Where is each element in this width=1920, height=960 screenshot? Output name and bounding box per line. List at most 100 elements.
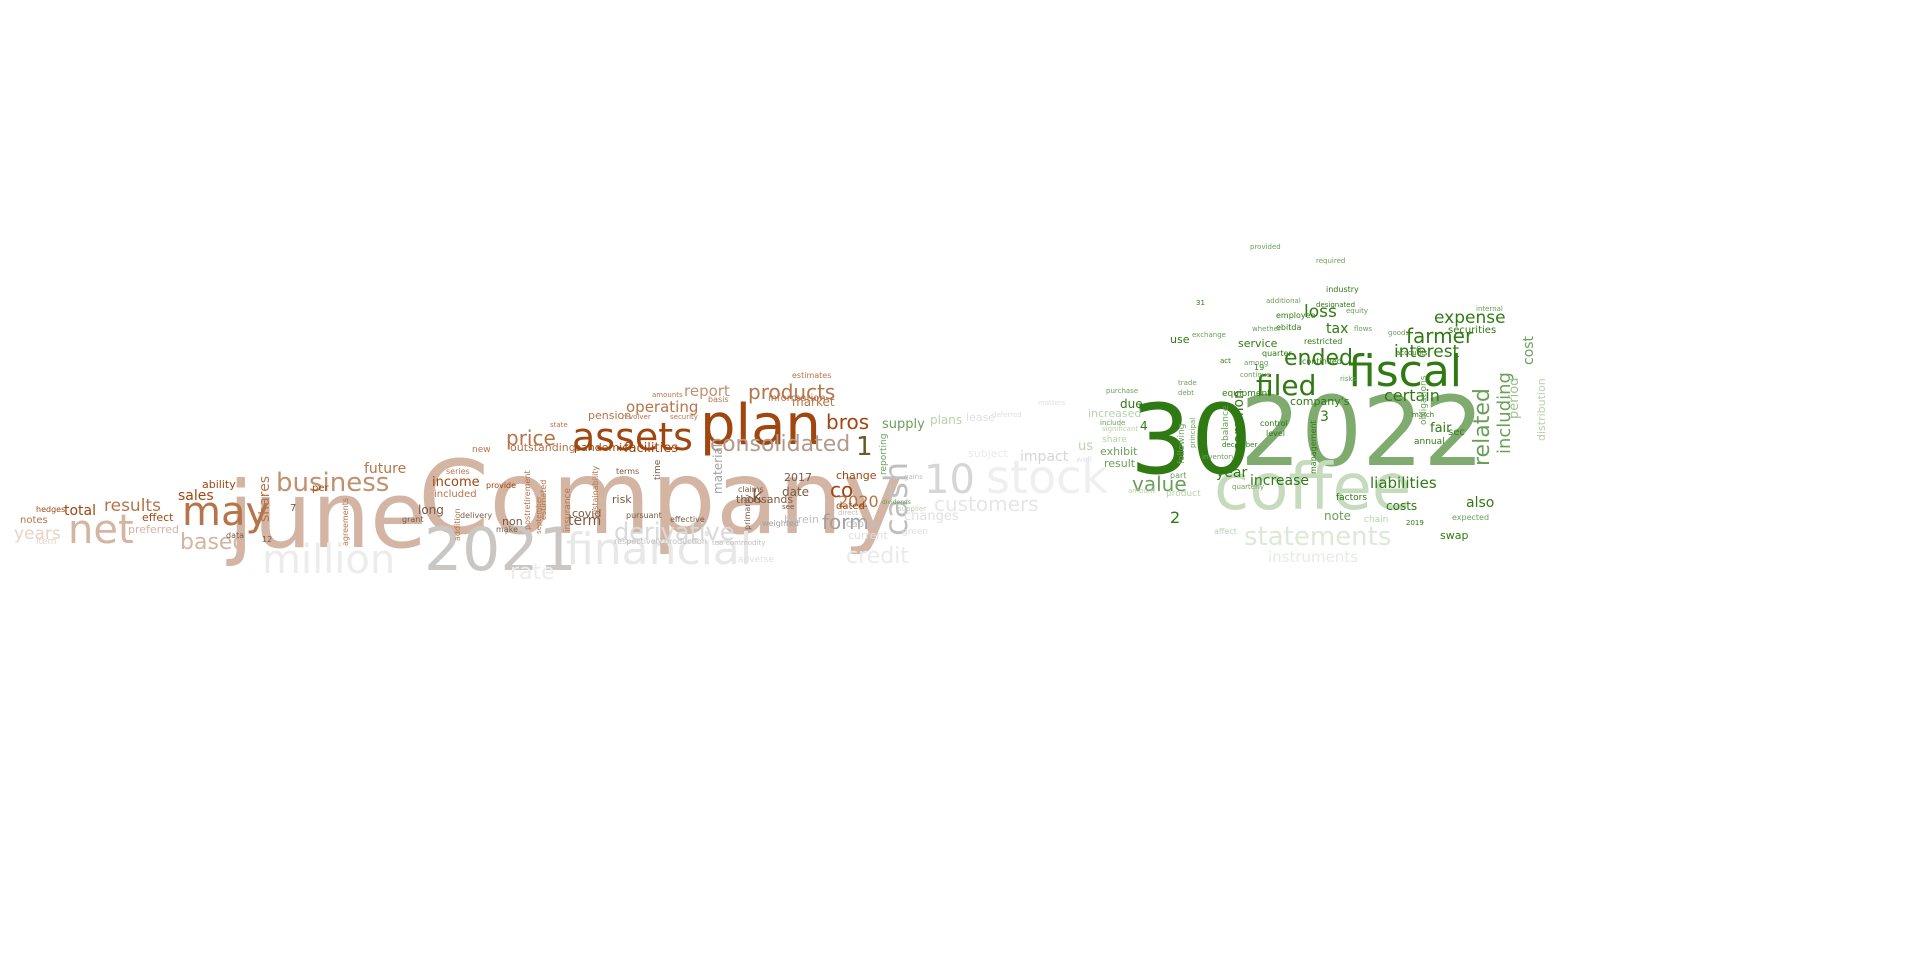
word-security: security xyxy=(670,413,698,421)
word-production: production xyxy=(664,537,707,546)
word-2: 2 xyxy=(1170,508,1181,527)
word-respectively: respectively xyxy=(614,537,663,546)
word-date: date xyxy=(782,485,810,499)
word-hedges: hedges xyxy=(36,505,66,514)
word-new: new xyxy=(472,445,491,455)
word-co: co xyxy=(830,478,854,502)
word-2022: 2022 xyxy=(1240,376,1485,488)
word-delivery: delivery xyxy=(460,511,493,520)
word-sustainability: sustainability xyxy=(591,465,600,519)
word-based: based xyxy=(180,530,247,555)
word-per: per xyxy=(312,483,329,494)
word-expense: expense xyxy=(1434,308,1506,328)
word-costs: costs xyxy=(1386,499,1418,513)
word-purchase: purchase xyxy=(1106,387,1139,395)
word-10: 10 xyxy=(924,457,975,503)
word-terms: terms xyxy=(616,467,640,476)
word-7: 7 xyxy=(290,503,297,514)
word-us: us xyxy=(1078,439,1094,454)
word-basis: basis xyxy=(708,395,729,404)
word-balance: balance xyxy=(1221,405,1231,441)
word-agreements: agreements xyxy=(341,497,350,546)
word-shares: shares xyxy=(257,475,273,522)
word-term: term xyxy=(568,513,602,529)
word-use: use xyxy=(1170,333,1190,346)
word-annual: annual xyxy=(1414,437,1445,447)
word-whether: whether xyxy=(1252,325,1281,333)
word-loss: loss xyxy=(1304,302,1337,322)
word-affect: affect xyxy=(1214,527,1237,536)
word-principal: principal xyxy=(1189,417,1197,448)
word-impact: impact xyxy=(1020,449,1069,465)
word-period: period xyxy=(1507,377,1522,419)
word-securities: securities xyxy=(1448,325,1497,336)
word-preferred: preferred xyxy=(128,523,180,536)
word-company: Company xyxy=(418,439,904,558)
word-dividends: dividends xyxy=(882,499,911,506)
word-farmer: farmer xyxy=(1406,324,1474,348)
word-exchange: exchange xyxy=(1192,331,1226,339)
word-notes: notes xyxy=(20,515,48,526)
word-net: net xyxy=(68,507,134,553)
word-risks: risks xyxy=(1340,375,1357,383)
word-pandemic: pandemic xyxy=(574,441,629,454)
word-debt: debt xyxy=(1178,389,1194,397)
word-primarily: primarily xyxy=(743,494,752,530)
word-income: income xyxy=(432,475,480,490)
word-among: among xyxy=(1244,359,1269,367)
word-derivative: derivative xyxy=(614,518,735,546)
word-12: 12 xyxy=(262,535,273,544)
word-supply: supply xyxy=(882,417,925,432)
word-provide: provide xyxy=(486,481,517,490)
word-equity: equity xyxy=(1346,307,1369,315)
word-flows: flows xyxy=(1354,325,1373,333)
word-increase: increase xyxy=(1250,473,1310,489)
word-gains: gains xyxy=(904,473,923,481)
word-thousands: thousands xyxy=(736,493,794,506)
word-assets: assets xyxy=(572,415,693,459)
word-tax: tax xyxy=(1326,321,1349,337)
word-1: 1 xyxy=(856,432,873,462)
word-factors: factors xyxy=(1336,493,1368,503)
word-non: non xyxy=(502,515,523,528)
word-direct: direct xyxy=(838,509,859,517)
word-continue: continue xyxy=(1240,371,1271,379)
word-business: business xyxy=(276,468,390,498)
word-plans: plans xyxy=(930,413,963,427)
word-2017: 2017 xyxy=(784,471,812,484)
word-ebitda: ebitda xyxy=(1276,323,1302,332)
word-series: series xyxy=(446,467,470,476)
word-facilities: facilities xyxy=(624,441,679,456)
word-time: time xyxy=(653,459,663,480)
word-effective: effective xyxy=(670,515,705,524)
word-service: service xyxy=(1238,337,1278,350)
word-pursuant: pursuant xyxy=(626,511,662,520)
word-grant: grant xyxy=(402,515,424,524)
word-million: million xyxy=(262,537,396,583)
word-fair: fair xyxy=(1430,421,1452,436)
word-state: state xyxy=(550,421,568,429)
word-claims: claims xyxy=(738,485,764,494)
word-required: required xyxy=(1316,257,1346,265)
word-accounts: accounts xyxy=(1396,349,1428,357)
word-liabilities: liabilities xyxy=(1370,474,1437,492)
word-results: results xyxy=(104,496,161,516)
word-stock: stock xyxy=(986,450,1109,504)
word-covid: covid xyxy=(572,507,602,520)
word-related: related xyxy=(1470,388,1495,466)
word-30: 30 xyxy=(1130,384,1253,496)
word-provided: provided xyxy=(1250,243,1281,251)
word-company-s: company's xyxy=(1290,395,1350,408)
word-included: included xyxy=(434,489,477,500)
word-certain: certain xyxy=(1384,386,1440,405)
word-supplier: supplier xyxy=(898,505,927,513)
word-increased: increased xyxy=(1088,407,1142,420)
word-note: note xyxy=(1324,509,1352,523)
word-2019: 2019 xyxy=(1406,519,1424,527)
word-insurance: insurance xyxy=(563,487,573,532)
word-distribution: distribution xyxy=(1535,378,1548,441)
word-december: december xyxy=(1222,441,1258,449)
word-adverse: adverse xyxy=(738,555,775,565)
word-also: also xyxy=(1466,495,1495,511)
word-make: make xyxy=(496,525,518,534)
